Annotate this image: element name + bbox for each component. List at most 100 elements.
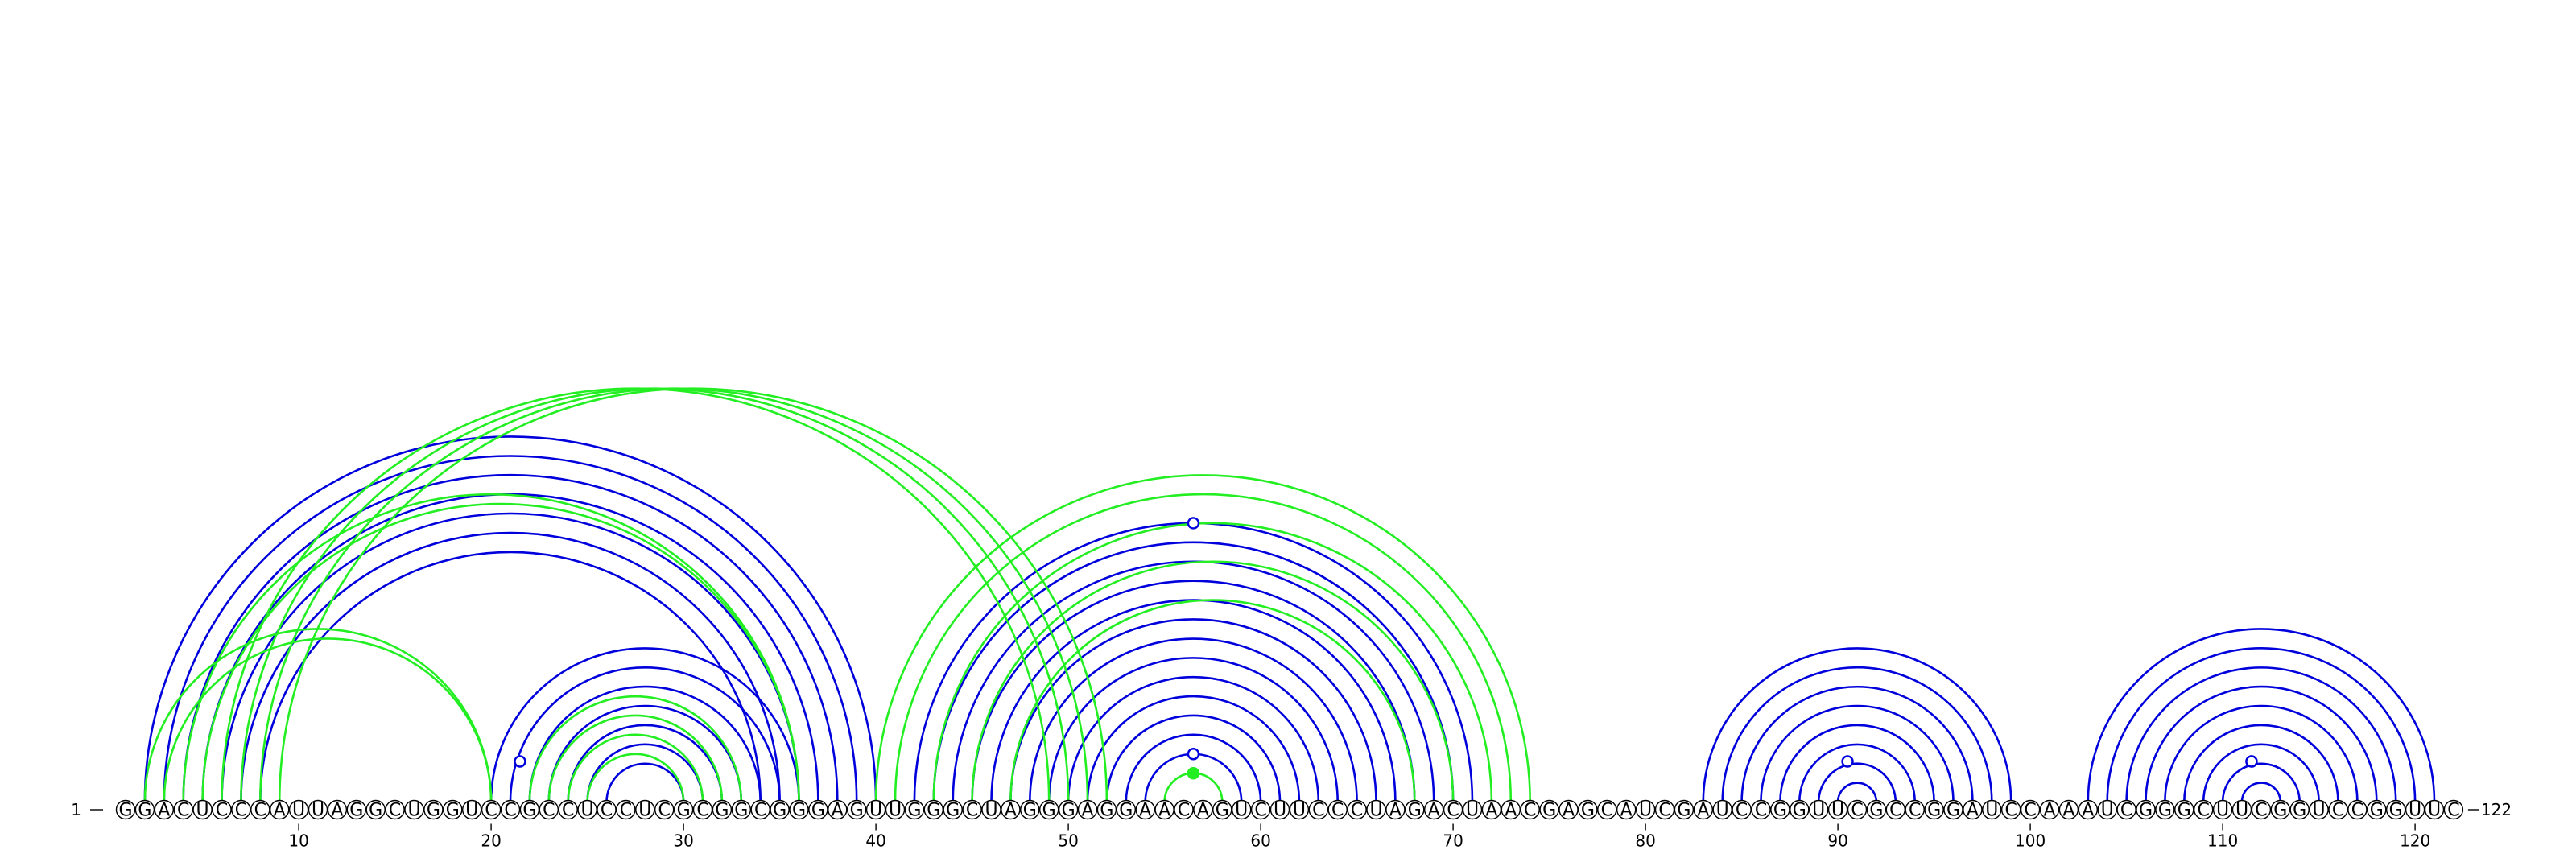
nucleotide-18: G — [443, 799, 463, 821]
nucleotide-77: G — [1578, 799, 1598, 821]
nucleotide-letter: G — [118, 801, 132, 821]
nucleotide-circle — [2000, 799, 2021, 820]
nucleotide-letter: G — [1023, 801, 1037, 821]
nucleotide-letter: C — [1909, 801, 1921, 821]
nucleotide-circle — [1020, 799, 1040, 820]
nucleotide-110: U — [2212, 799, 2233, 821]
nucleotide-circle — [1616, 799, 1637, 820]
nucleotide-letter: U — [2409, 801, 2421, 821]
predicted-pair-arc-22-33 — [528, 695, 743, 802]
tick-80: 80 — [1635, 823, 1656, 851]
predicted-pair-arc-5-36 — [201, 502, 800, 802]
reference-pair-arc-105-119 — [2125, 666, 2397, 802]
nucleotide-circle — [2385, 799, 2406, 820]
nucleotide-letter: U — [869, 801, 882, 821]
nucleotide-letter: G — [1216, 801, 1229, 821]
nucleotide-circle — [1231, 799, 1252, 820]
nucleotide-letter: C — [1755, 801, 1767, 821]
nucleotide-letter: C — [1331, 801, 1344, 821]
nucleotide-31: C — [692, 799, 713, 821]
nucleotide-letter: C — [620, 801, 632, 821]
nucleotide-80: U — [1635, 799, 1656, 821]
nucleotide-109: C — [2193, 799, 2214, 821]
nucleotide-83: A — [1693, 799, 1714, 821]
nucleotide-circle — [789, 799, 809, 820]
reference-loop-marker-21.5 — [514, 755, 526, 768]
nucleotide-letter: G — [1042, 801, 1056, 821]
nucleotide-circle — [308, 799, 328, 820]
nucleotide-circle — [904, 799, 925, 820]
nucleotide-letter: U — [889, 801, 902, 821]
nucleotide-letter: U — [1812, 801, 1825, 821]
reference-pair-arc-6-36 — [221, 512, 800, 802]
nucleotide-letter: C — [177, 801, 189, 821]
nucleotide-letter: G — [715, 801, 729, 821]
nucleotide-circle — [1751, 799, 1771, 820]
reference-pair-arc-48-65 — [1029, 637, 1358, 802]
nucleotide-118: G — [2367, 799, 2387, 821]
nucleotide-letter: A — [1081, 801, 1093, 821]
nucleotide-circle — [500, 799, 521, 820]
nucleotide-14: G — [365, 799, 386, 821]
predicted-stem-marker-56.5 — [1187, 766, 1200, 780]
nucleotide-letter: C — [1601, 801, 1613, 821]
tick-label: 90 — [1827, 831, 1847, 851]
nucleotide-letter: G — [734, 801, 748, 821]
nucleotide-72: A — [1481, 799, 1502, 821]
nucleotide-letter: G — [138, 801, 151, 821]
nucleotide-53: G — [1116, 799, 1137, 821]
reference-pair-arc-44-69 — [952, 560, 1435, 802]
predicted-pair-arc-23-32 — [547, 714, 724, 802]
nucleotide-56: C — [1174, 799, 1194, 821]
reference-pair-arc-83-99 — [1702, 647, 2013, 802]
nucleotide-circle — [828, 799, 848, 820]
nucleotide-33: G — [731, 799, 751, 821]
nucleotide-116: C — [2328, 799, 2348, 821]
nucleotide-58: G — [1212, 799, 1232, 821]
nucleotide-circle — [481, 799, 502, 820]
tick-40: 40 — [865, 823, 886, 851]
tick-label: 100 — [2015, 831, 2046, 851]
nucleotide-6: C — [212, 799, 232, 821]
nucleotide-93: C — [1885, 799, 1906, 821]
nucleotide-circle — [365, 799, 386, 820]
nucleotide-12: A — [327, 799, 348, 821]
nucleotide-29: C — [654, 799, 675, 821]
nucleotide-63: C — [1308, 799, 1329, 821]
nucleotide-73: A — [1501, 799, 1521, 821]
nucleotide-74: C — [1520, 799, 1540, 821]
reference-pair-arc-2-40 — [143, 435, 877, 802]
nucleotide-circle — [173, 799, 193, 820]
reference-pair-arc-8-34 — [259, 551, 762, 802]
tick-70: 70 — [1443, 823, 1463, 851]
nucleotide-letter: G — [1119, 801, 1133, 821]
nucleotide-circle — [1462, 799, 1483, 820]
nucleotide-letter: C — [1447, 801, 1459, 821]
start-index-label: 1 — [71, 800, 81, 819]
nucleotide-57: A — [1193, 799, 1213, 821]
nucleotide-108: G — [2174, 799, 2194, 821]
nucleotide-circle — [1116, 799, 1137, 820]
reference-loop-marker-56.5 — [1187, 748, 1200, 761]
nucleotide-circle — [673, 799, 694, 820]
nucleotide-letter: A — [1563, 801, 1575, 821]
nucleotide-letter: C — [1524, 801, 1536, 821]
nucleotide-circle — [1385, 799, 1406, 820]
nucleotide-letter: G — [1100, 801, 1113, 821]
nucleotide-circle — [808, 799, 828, 820]
reference-pair-arc-108-116 — [2183, 724, 2339, 802]
nucleotide-1: G — [115, 799, 136, 821]
reference-pair-arc-22-34 — [528, 685, 762, 802]
nucleotide-letter: G — [2273, 801, 2287, 821]
nucleotide-circle — [327, 799, 348, 820]
nucleotide-letter: U — [407, 801, 420, 821]
nucleotide-17: G — [423, 799, 444, 821]
nucleotide-circle — [635, 799, 655, 820]
predicted-pair-arc-6-49 — [221, 387, 1051, 802]
nucleotide-94: C — [1905, 799, 1925, 821]
nucleotide-76: A — [1558, 799, 1579, 821]
nucleotide-34: C — [750, 799, 770, 821]
nucleotide-letter: C — [754, 801, 766, 821]
nucleotide-circle — [1423, 799, 1444, 820]
reference-pair-arc-49-64 — [1047, 657, 1339, 802]
